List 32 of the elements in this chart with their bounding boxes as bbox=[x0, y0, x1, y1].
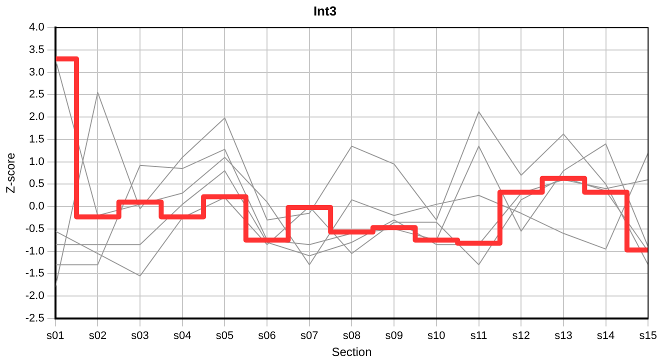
x-tick-label: s06 bbox=[258, 330, 276, 342]
x-tick-label: s13 bbox=[554, 330, 572, 342]
x-tick-label: s01 bbox=[46, 330, 64, 342]
y-tick-label: 0.5 bbox=[29, 178, 44, 190]
x-tick-label: s11 bbox=[470, 330, 488, 342]
x-tick-label: s05 bbox=[216, 330, 234, 342]
y-tick-label: -2.0 bbox=[25, 290, 44, 302]
y-tick-label: 2.0 bbox=[29, 111, 44, 124]
x-tick-label: s14 bbox=[596, 330, 615, 342]
x-tick-label: s08 bbox=[342, 330, 361, 342]
chart-title: Int3 bbox=[313, 3, 337, 18]
x-tick-label: s15 bbox=[639, 330, 658, 342]
x-tick-label: s03 bbox=[131, 330, 149, 342]
y-axis-title: Z-score bbox=[4, 152, 18, 194]
x-tick-label: s07 bbox=[300, 330, 318, 342]
y-tick-label: 1.5 bbox=[29, 133, 44, 146]
y-tick-label: 4.0 bbox=[29, 22, 44, 34]
x-tick-label: s09 bbox=[385, 330, 403, 342]
y-tick-label: 3.0 bbox=[29, 66, 44, 78]
y-tick-label: -2.5 bbox=[25, 312, 44, 324]
y-tick-label: 0.0 bbox=[29, 200, 44, 213]
x-axis-title: Section bbox=[332, 345, 372, 360]
y-tick-label: 1.0 bbox=[29, 156, 44, 168]
y-tick-label: -0.5 bbox=[25, 222, 44, 235]
x-tick-label: s02 bbox=[88, 330, 107, 342]
x-tick-label: s10 bbox=[428, 330, 446, 342]
x-tick-label: s12 bbox=[512, 330, 530, 342]
y-tick-label: 3.5 bbox=[29, 44, 44, 56]
x-tick-label: s04 bbox=[174, 330, 192, 342]
y-tick-label: -1.0 bbox=[25, 245, 44, 258]
y-tick-label: 2.5 bbox=[29, 88, 44, 101]
y-tick-label: -1.5 bbox=[25, 268, 44, 280]
